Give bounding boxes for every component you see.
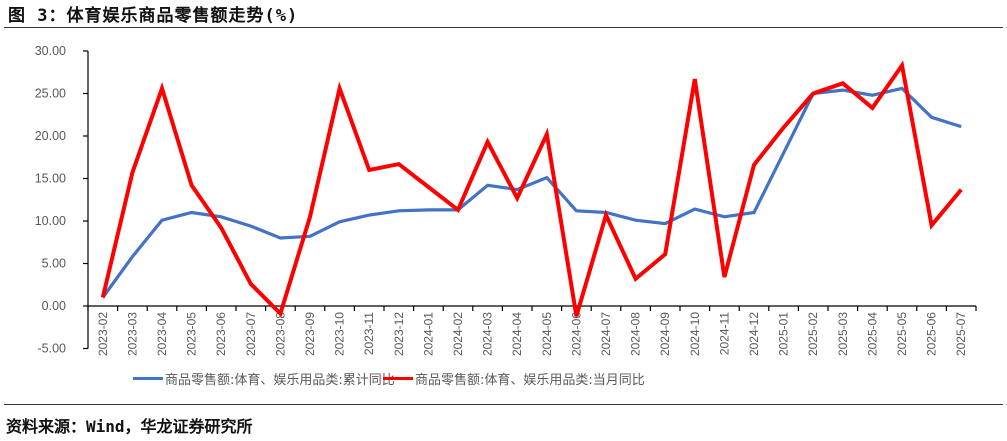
x-tick-label: 2023-02 <box>96 312 110 356</box>
x-tick-label: 2024-08 <box>629 312 643 356</box>
y-tick-label: 15.00 <box>35 172 66 186</box>
x-tick-label: 2025-07 <box>954 312 968 356</box>
legend-swatch-red-icon <box>383 377 413 380</box>
x-tick-label: 2023-04 <box>155 312 169 356</box>
x-tick-label: 2024-09 <box>658 312 672 356</box>
x-tick-label: 2023-08 <box>273 312 287 356</box>
x-tick-label: 2023-12 <box>392 312 406 356</box>
x-tick-label: 2024-01 <box>421 312 435 356</box>
series-line-monthly <box>100 60 963 318</box>
x-tick-label: 2023-07 <box>244 312 258 356</box>
x-tick-label: 2025-04 <box>865 312 879 356</box>
x-tick-label: 2023-06 <box>214 312 228 356</box>
legend-swatch-blue-icon <box>133 377 163 380</box>
y-tick-label: 10.00 <box>35 214 66 228</box>
x-tick-label: 2025-06 <box>925 312 939 356</box>
x-tick-label: 2024-07 <box>599 312 613 356</box>
legend-item-cumulative: 商品零售额:体育、娱乐用品类:累计同比 <box>133 369 395 388</box>
legend-item-monthly: 商品零售额:体育、娱乐用品类:当月同比 <box>383 369 645 388</box>
x-tick-label: 2024-06 <box>569 312 583 356</box>
legend-label-cumulative: 商品零售额:体育、娱乐用品类:累计同比 <box>165 373 395 388</box>
x-tick-label: 2024-03 <box>481 312 495 356</box>
y-tick-label: -5.00 <box>38 342 67 356</box>
line-chart: 30.00 25.00 20.00 15.00 10.00 5.00 0.00 -5.00 20… <box>35 44 977 356</box>
series-line-cumulative <box>101 86 962 299</box>
source-divider <box>4 404 1003 405</box>
x-tick-label: 2025-03 <box>836 312 850 356</box>
x-tick-label: 2023-11 <box>362 312 376 355</box>
x-tick-label: 2024-11 <box>717 312 731 355</box>
x-tick-label: 2025-02 <box>806 312 820 356</box>
x-tick-label: 2023-10 <box>333 312 347 356</box>
x-tick-label: 2023-03 <box>125 312 139 356</box>
y-tick-label: 25.00 <box>35 87 66 101</box>
title-divider <box>4 27 1003 28</box>
x-tick-label: 2024-02 <box>451 312 465 356</box>
x-tick-label: 2023-05 <box>185 312 199 356</box>
x-tick-label: 2025-01 <box>777 312 791 356</box>
x-tick-label: 2024-05 <box>540 312 554 356</box>
x-tick-label: 2023-09 <box>303 312 317 356</box>
legend-label-monthly: 商品零售额:体育、娱乐用品类:当月同比 <box>415 373 645 388</box>
x-tick-label: 2025-05 <box>895 312 909 356</box>
x-tick-label: 2024-04 <box>510 312 524 356</box>
y-tick-label: 5.00 <box>42 257 66 271</box>
x-tick-label: 2024-10 <box>688 312 702 356</box>
figure-title: 图 3：体育娱乐商品零售额走势(%) <box>8 6 299 26</box>
y-tick-label: 0.00 <box>42 299 66 313</box>
source-note: 资料来源：Wind，华龙证券研究所 <box>6 417 253 436</box>
y-tick-label: 20.00 <box>35 129 66 143</box>
y-tick-label: 30.00 <box>35 44 66 58</box>
x-tick-label: 2024-12 <box>747 312 761 356</box>
